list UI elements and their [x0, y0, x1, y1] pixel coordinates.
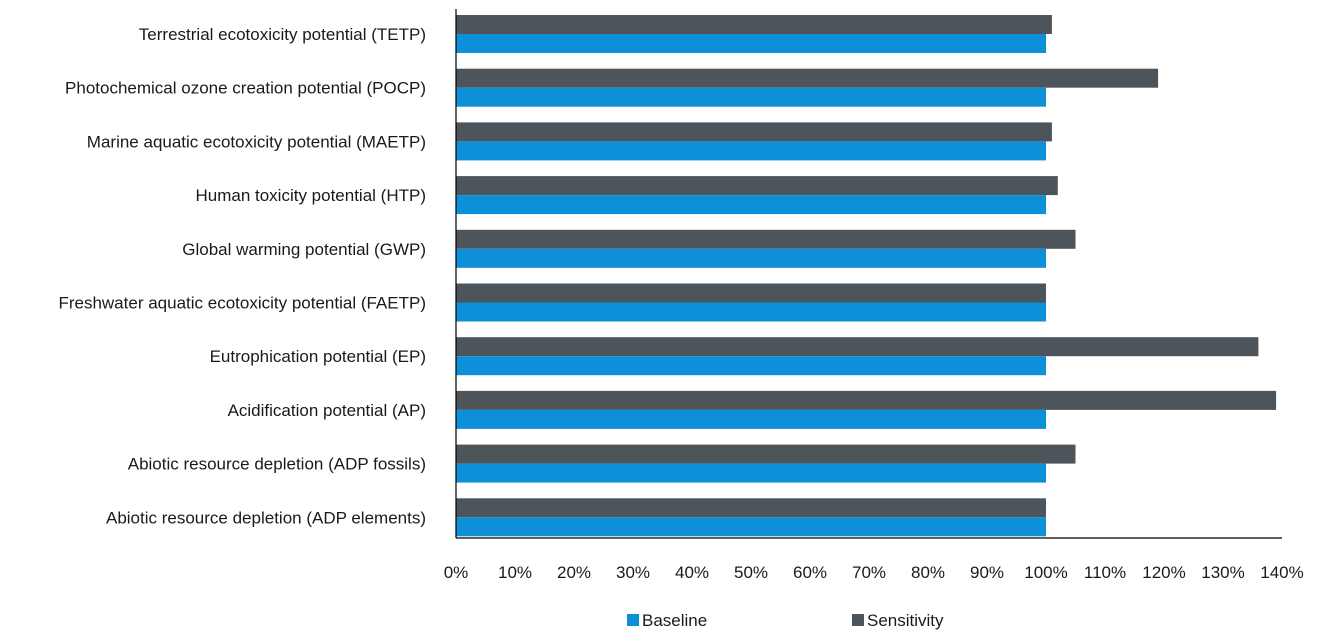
legend: Baseline Sensitivity	[627, 611, 944, 630]
category-label: Eutrophication potential (EP)	[210, 347, 426, 366]
category-label: Abiotic resource depletion (ADP fossils)	[128, 455, 426, 474]
x-tick-label: 120%	[1142, 563, 1185, 582]
bar-sensitivity-photochemical-ozone-creation-potential-pocp	[456, 68, 1159, 88]
x-tick-label: 0%	[444, 563, 469, 582]
category-label: Marine aquatic ecotoxicity potential (MA…	[87, 132, 426, 151]
x-tick-label: 60%	[793, 563, 827, 582]
bar-sensitivity-human-toxicity-potential-htp	[456, 176, 1058, 196]
x-tick-label: 20%	[557, 563, 591, 582]
bars-group	[456, 15, 1277, 537]
x-tick-label: 50%	[734, 563, 768, 582]
bar-baseline-abiotic-resource-depletion-adp-fossils	[456, 463, 1046, 483]
legend-swatch-sensitivity	[852, 614, 864, 626]
category-labels: Terrestrial ecotoxicity potential (TETP)…	[58, 25, 426, 527]
bar-sensitivity-abiotic-resource-depletion-adp-fossils	[456, 444, 1076, 464]
category-label: Terrestrial ecotoxicity potential (TETP)	[139, 25, 426, 44]
bar-baseline-freshwater-aquatic-ecotoxicity-potential-faetp	[456, 302, 1046, 322]
bar-sensitivity-terrestrial-ecotoxicity-potential-tetp	[456, 15, 1052, 34]
x-tick-label: 10%	[498, 563, 532, 582]
bar-sensitivity-acidification-potential-ap	[456, 390, 1277, 410]
bar-baseline-terrestrial-ecotoxicity-potential-tetp	[456, 34, 1046, 53]
bar-sensitivity-global-warming-potential-gwp	[456, 229, 1076, 249]
bar-sensitivity-abiotic-resource-depletion-adp-elements	[456, 498, 1046, 518]
bar-baseline-marine-aquatic-ecotoxicity-potential-maetp	[456, 141, 1046, 161]
bar-sensitivity-marine-aquatic-ecotoxicity-potential-maetp	[456, 122, 1052, 142]
category-label: Human toxicity potential (HTP)	[195, 186, 426, 205]
x-tick-label: 80%	[911, 563, 945, 582]
x-tick-label: 110%	[1084, 563, 1126, 582]
x-tick-label: 100%	[1024, 563, 1067, 582]
bar-sensitivity-eutrophication-potential-ep	[456, 337, 1259, 357]
legend-label-sensitivity: Sensitivity	[867, 611, 944, 630]
bar-baseline-eutrophication-potential-ep	[456, 356, 1046, 376]
bar-baseline-global-warming-potential-gwp	[456, 248, 1046, 268]
x-tick-label: 40%	[675, 563, 709, 582]
x-tick-label: 30%	[616, 563, 650, 582]
legend-label-baseline: Baseline	[642, 611, 707, 630]
x-tick-label: 90%	[970, 563, 1004, 582]
category-label: Freshwater aquatic ecotoxicity potential…	[58, 294, 426, 313]
bar-baseline-acidification-potential-ap	[456, 409, 1046, 429]
bar-baseline-abiotic-resource-depletion-adp-elements	[456, 517, 1046, 537]
x-tick-labels: 0% 10% 20% 30% 40% 50% 60% 70% 80% 90% 100% 110% 120…	[444, 563, 1304, 582]
category-label: Global warming potential (GWP)	[182, 240, 426, 259]
legend-swatch-baseline	[627, 614, 639, 626]
category-label: Acidification potential (AP)	[228, 401, 426, 420]
x-tick-label: 70%	[852, 563, 886, 582]
bar-sensitivity-freshwater-aquatic-ecotoxicity-potential-faetp	[456, 283, 1046, 303]
category-label: Photochemical ozone creation potential (…	[65, 79, 426, 98]
bar-baseline-human-toxicity-potential-htp	[456, 195, 1046, 215]
x-tick-label: 140%	[1260, 563, 1303, 582]
x-tick-label: 130%	[1201, 563, 1244, 582]
bar-baseline-photochemical-ozone-creation-potential-pocp	[456, 87, 1046, 107]
category-label: Abiotic resource depletion (ADP elements…	[106, 508, 426, 527]
